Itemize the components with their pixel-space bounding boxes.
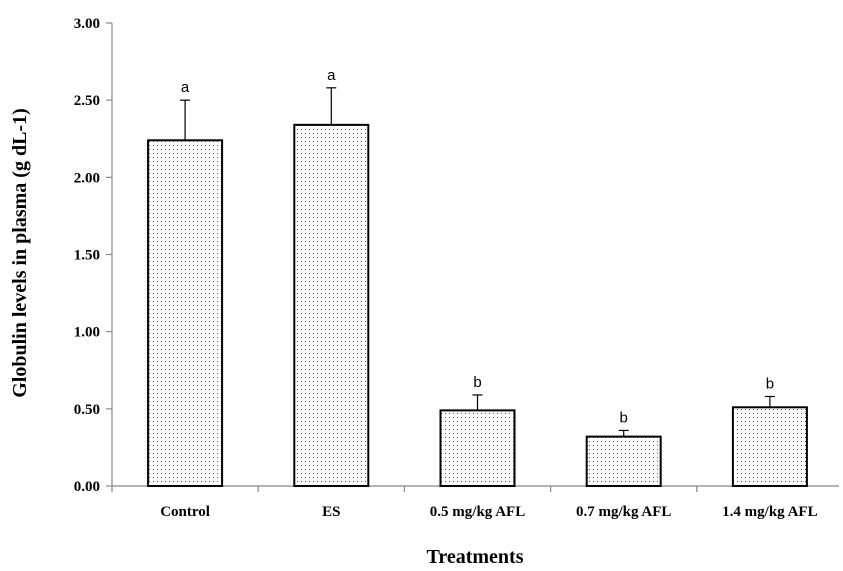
y-axis-title: Globulin levels in plasma (g dL-1) xyxy=(9,108,31,398)
x-tick-label: ES xyxy=(322,504,340,520)
bar xyxy=(293,123,370,488)
x-tick-label: 0.7 mg/kg AFL xyxy=(576,504,671,520)
bar xyxy=(147,139,224,487)
bar xyxy=(731,406,808,488)
x-tick-label: 0.5 mg/kg AFL xyxy=(430,504,525,520)
y-tick-label: 1.50 xyxy=(74,248,100,264)
significance-label: a xyxy=(181,79,190,96)
y-tick-label: 2.00 xyxy=(74,170,100,186)
significance-label: a xyxy=(327,67,336,84)
y-tick-label: 1.00 xyxy=(74,325,100,341)
y-tick-label: 0.00 xyxy=(74,479,100,495)
x-tick-label: Control xyxy=(160,504,210,520)
significance-label: b xyxy=(766,375,774,392)
y-tick-label: 3.00 xyxy=(74,16,100,32)
x-tick-label: 1.4 mg/kg AFL xyxy=(722,504,817,520)
significance-label: b xyxy=(620,409,628,426)
significance-label: b xyxy=(473,374,481,391)
y-tick-label: 2.50 xyxy=(74,93,100,109)
bar xyxy=(439,409,516,488)
y-tick-label: 0.50 xyxy=(74,402,100,418)
x-axis-title: Treatments xyxy=(426,546,523,568)
bar xyxy=(585,435,662,488)
